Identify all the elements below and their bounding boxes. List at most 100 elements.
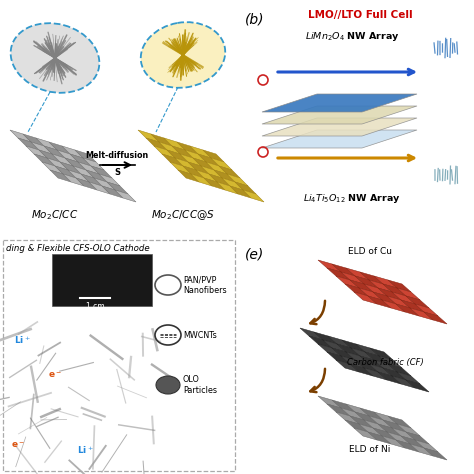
Polygon shape	[383, 368, 406, 380]
Ellipse shape	[156, 376, 180, 394]
Polygon shape	[401, 300, 424, 312]
Polygon shape	[209, 174, 230, 186]
Polygon shape	[115, 190, 136, 202]
Polygon shape	[364, 368, 387, 380]
Polygon shape	[83, 158, 104, 170]
Polygon shape	[374, 412, 397, 424]
Polygon shape	[323, 340, 346, 352]
Polygon shape	[397, 424, 420, 436]
FancyBboxPatch shape	[52, 254, 152, 306]
Text: LMO//LTO Full Cell: LMO//LTO Full Cell	[308, 10, 412, 20]
Polygon shape	[387, 296, 410, 308]
Polygon shape	[167, 150, 188, 162]
Polygon shape	[415, 440, 438, 452]
Polygon shape	[75, 150, 96, 162]
Polygon shape	[410, 444, 433, 456]
Polygon shape	[309, 336, 332, 348]
Text: 1 cm: 1 cm	[86, 302, 104, 311]
Text: PAN/PVP
Nanofibers: PAN/PVP Nanofibers	[183, 275, 227, 295]
Text: (b): (b)	[245, 12, 264, 26]
Polygon shape	[55, 166, 76, 178]
Polygon shape	[214, 170, 235, 182]
Polygon shape	[107, 182, 128, 194]
Polygon shape	[346, 352, 369, 364]
Polygon shape	[401, 436, 424, 448]
Polygon shape	[378, 372, 401, 384]
Text: ELD of Cu: ELD of Cu	[348, 247, 392, 256]
Polygon shape	[336, 276, 359, 288]
Polygon shape	[341, 356, 364, 368]
Polygon shape	[388, 280, 411, 292]
Polygon shape	[18, 138, 39, 150]
Polygon shape	[369, 416, 392, 428]
Polygon shape	[365, 352, 388, 364]
Text: Carbon fabric (CF): Carbon fabric (CF)	[346, 358, 423, 367]
Polygon shape	[355, 412, 378, 424]
Polygon shape	[78, 162, 99, 174]
Polygon shape	[382, 300, 405, 312]
Polygon shape	[392, 376, 415, 388]
Polygon shape	[374, 360, 397, 372]
Polygon shape	[328, 336, 351, 348]
Polygon shape	[204, 178, 225, 190]
Polygon shape	[314, 332, 337, 344]
Polygon shape	[190, 146, 211, 158]
Polygon shape	[383, 420, 406, 432]
Polygon shape	[262, 106, 417, 124]
Polygon shape	[203, 150, 224, 162]
Text: $Mo_2C/CC$: $Mo_2C/CC$	[31, 208, 79, 222]
Polygon shape	[42, 162, 63, 174]
Polygon shape	[415, 304, 438, 316]
Polygon shape	[91, 166, 112, 178]
Polygon shape	[346, 268, 369, 280]
Text: Li$^+$: Li$^+$	[77, 444, 93, 456]
Polygon shape	[57, 150, 78, 162]
Polygon shape	[410, 308, 433, 320]
Polygon shape	[318, 396, 341, 408]
Polygon shape	[31, 142, 52, 154]
Polygon shape	[337, 344, 360, 356]
Polygon shape	[222, 178, 243, 190]
Polygon shape	[70, 154, 91, 166]
Polygon shape	[206, 162, 227, 174]
Polygon shape	[262, 118, 417, 136]
Polygon shape	[332, 400, 355, 412]
Polygon shape	[397, 288, 420, 300]
Polygon shape	[63, 174, 84, 186]
Polygon shape	[188, 162, 209, 174]
Polygon shape	[227, 174, 248, 186]
Polygon shape	[388, 416, 411, 428]
Polygon shape	[332, 264, 355, 276]
Text: e$^-$: e$^-$	[11, 440, 25, 450]
Polygon shape	[359, 288, 382, 300]
Polygon shape	[336, 360, 359, 372]
Polygon shape	[300, 328, 323, 340]
Polygon shape	[196, 170, 217, 182]
Polygon shape	[364, 284, 387, 296]
Polygon shape	[180, 154, 201, 166]
Text: Melt-diffusion: Melt-diffusion	[85, 151, 149, 160]
Polygon shape	[364, 420, 387, 432]
Polygon shape	[219, 166, 240, 178]
Polygon shape	[373, 428, 396, 440]
Polygon shape	[345, 284, 368, 296]
Polygon shape	[76, 178, 97, 190]
Polygon shape	[47, 158, 68, 170]
Polygon shape	[73, 166, 94, 178]
Polygon shape	[392, 292, 415, 304]
Polygon shape	[378, 424, 401, 436]
Polygon shape	[378, 288, 401, 300]
Polygon shape	[341, 408, 364, 420]
Polygon shape	[170, 162, 191, 174]
Polygon shape	[50, 170, 71, 182]
Polygon shape	[341, 272, 364, 284]
Ellipse shape	[10, 23, 100, 93]
Polygon shape	[356, 344, 379, 356]
Polygon shape	[354, 292, 377, 304]
Polygon shape	[359, 424, 382, 436]
Polygon shape	[370, 348, 393, 360]
Polygon shape	[36, 138, 57, 150]
Polygon shape	[424, 448, 447, 460]
Polygon shape	[159, 142, 180, 154]
Ellipse shape	[141, 22, 225, 88]
